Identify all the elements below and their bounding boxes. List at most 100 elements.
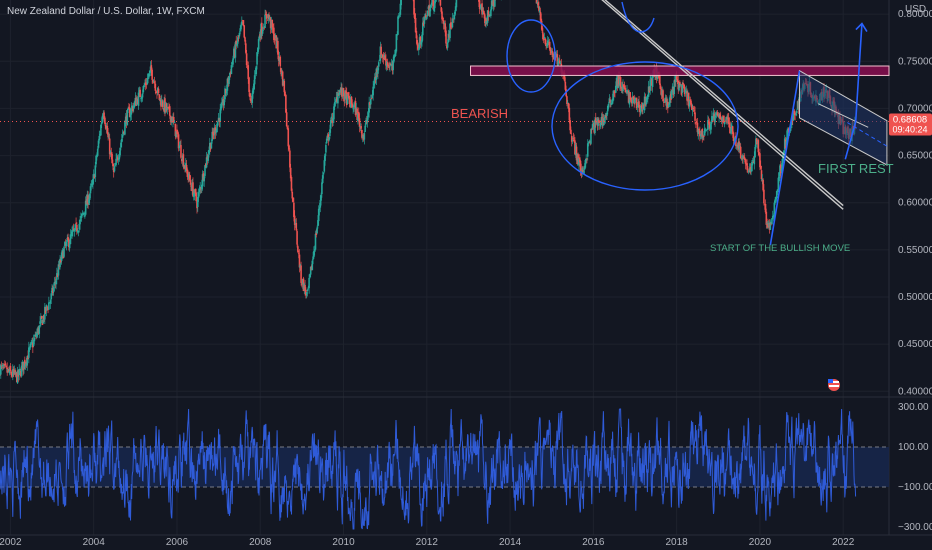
candle-body-465 xyxy=(371,94,374,98)
candle-body-110 xyxy=(87,195,89,205)
candle-body-70 xyxy=(55,280,57,285)
candle-body-868 xyxy=(694,112,696,121)
candle-body-742 xyxy=(593,122,595,133)
candle-body-114 xyxy=(90,184,93,186)
candle-body-243 xyxy=(193,189,196,196)
candle-body-467 xyxy=(373,83,375,86)
candle-body-281 xyxy=(224,88,226,100)
candle-body-770 xyxy=(615,77,618,88)
candle-body-892 xyxy=(713,114,716,122)
candle-body-98 xyxy=(77,230,80,233)
candle-body-396 xyxy=(316,227,318,234)
candle-body-811 xyxy=(648,86,651,93)
us-flag-icon[interactable] xyxy=(828,379,840,391)
candle-body-4 xyxy=(2,366,5,368)
candle-body-812 xyxy=(649,79,652,91)
candle-body-162 xyxy=(128,108,131,117)
impulse-line xyxy=(769,70,801,246)
candle-body-65 xyxy=(51,287,53,293)
candle-body-71 xyxy=(56,273,58,280)
candle-body-799 xyxy=(639,106,641,113)
candle-body-678 xyxy=(542,32,544,40)
candle-body-716 xyxy=(572,138,575,140)
candle-body-155 xyxy=(123,130,125,134)
candle-body-234 xyxy=(186,169,189,177)
candle-body-174 xyxy=(138,90,141,92)
candle-body-936 xyxy=(748,168,751,173)
time-tick-label-3: 2008 xyxy=(249,537,272,548)
candle-body-212 xyxy=(168,106,171,116)
candle-body-292 xyxy=(233,48,235,59)
candle-body-473 xyxy=(377,62,380,67)
candle-body-55 xyxy=(43,315,45,320)
candle-body-437 xyxy=(349,99,351,107)
candle-body-774 xyxy=(618,78,621,86)
candle-body-97 xyxy=(76,230,79,233)
candle-body-777 xyxy=(621,86,623,92)
candle-body-617 xyxy=(493,0,495,7)
candle-body-181 xyxy=(144,84,146,85)
candle-body-304 xyxy=(242,20,245,26)
candle-body-143 xyxy=(113,166,116,172)
candle-body-846 xyxy=(676,79,679,83)
candle-body-377 xyxy=(301,283,303,285)
candle-body-264 xyxy=(210,142,213,149)
candle-body-906 xyxy=(724,119,727,121)
candle-body-533 xyxy=(426,16,428,19)
candle-body-783 xyxy=(626,90,628,93)
candle-body-497 xyxy=(397,16,399,35)
candle-body-494 xyxy=(394,49,397,56)
candle-body-700 xyxy=(559,62,562,65)
candle-body-197 xyxy=(156,87,159,94)
candle-body-298 xyxy=(237,35,240,37)
candle-body-403 xyxy=(321,175,324,183)
candle-body-381 xyxy=(304,285,306,291)
candle-body-327 xyxy=(261,22,263,34)
candle-body-524 xyxy=(418,37,421,49)
candle-body-472 xyxy=(377,67,379,74)
candle-body-773 xyxy=(618,75,620,85)
candle-body-201 xyxy=(160,99,162,107)
candle-body-146 xyxy=(116,156,118,158)
candle-body-946 xyxy=(756,141,759,144)
candle-body-807 xyxy=(645,97,648,105)
candle-body-869 xyxy=(695,122,697,124)
candle-body-289 xyxy=(230,65,233,75)
candle-body-373 xyxy=(297,253,300,255)
candle-body-926 xyxy=(740,158,743,160)
candle-body-33 xyxy=(25,361,28,364)
candle-body-297 xyxy=(237,37,239,44)
candle-body-879 xyxy=(703,135,705,137)
candle-body-53 xyxy=(41,319,44,325)
candle-body-247 xyxy=(196,196,199,207)
candle-body-350 xyxy=(279,56,282,67)
candle-body-349 xyxy=(278,57,281,63)
candle-body-842 xyxy=(673,80,676,95)
candle-body-834 xyxy=(667,101,669,109)
candle-body-867 xyxy=(693,110,696,112)
candle-body-525 xyxy=(419,36,422,45)
candle-body-750 xyxy=(599,122,602,127)
candle-body-696 xyxy=(556,54,559,65)
candle-body-886 xyxy=(708,121,711,129)
candle-body-398 xyxy=(317,208,320,222)
candle-body-979 xyxy=(783,150,785,156)
candle-body-120 xyxy=(95,155,97,165)
candle-body-455 xyxy=(363,133,366,140)
candle-body-140 xyxy=(111,153,113,164)
candle-body-744 xyxy=(594,117,597,123)
candle-body-602 xyxy=(481,3,483,15)
candle-body-521 xyxy=(416,40,418,46)
candle-body-284 xyxy=(226,78,229,91)
candle-body-291 xyxy=(232,58,234,65)
candle-body-239 xyxy=(190,186,193,191)
candle-body-406 xyxy=(324,154,326,161)
candle-body-442 xyxy=(353,104,355,108)
candle-body-786 xyxy=(628,91,631,105)
candle-body-550 xyxy=(439,0,442,6)
candle-body-40 xyxy=(31,342,33,343)
candle-body-732 xyxy=(585,158,587,161)
candle-body-899 xyxy=(719,114,721,119)
candle-body-86 xyxy=(68,239,70,248)
